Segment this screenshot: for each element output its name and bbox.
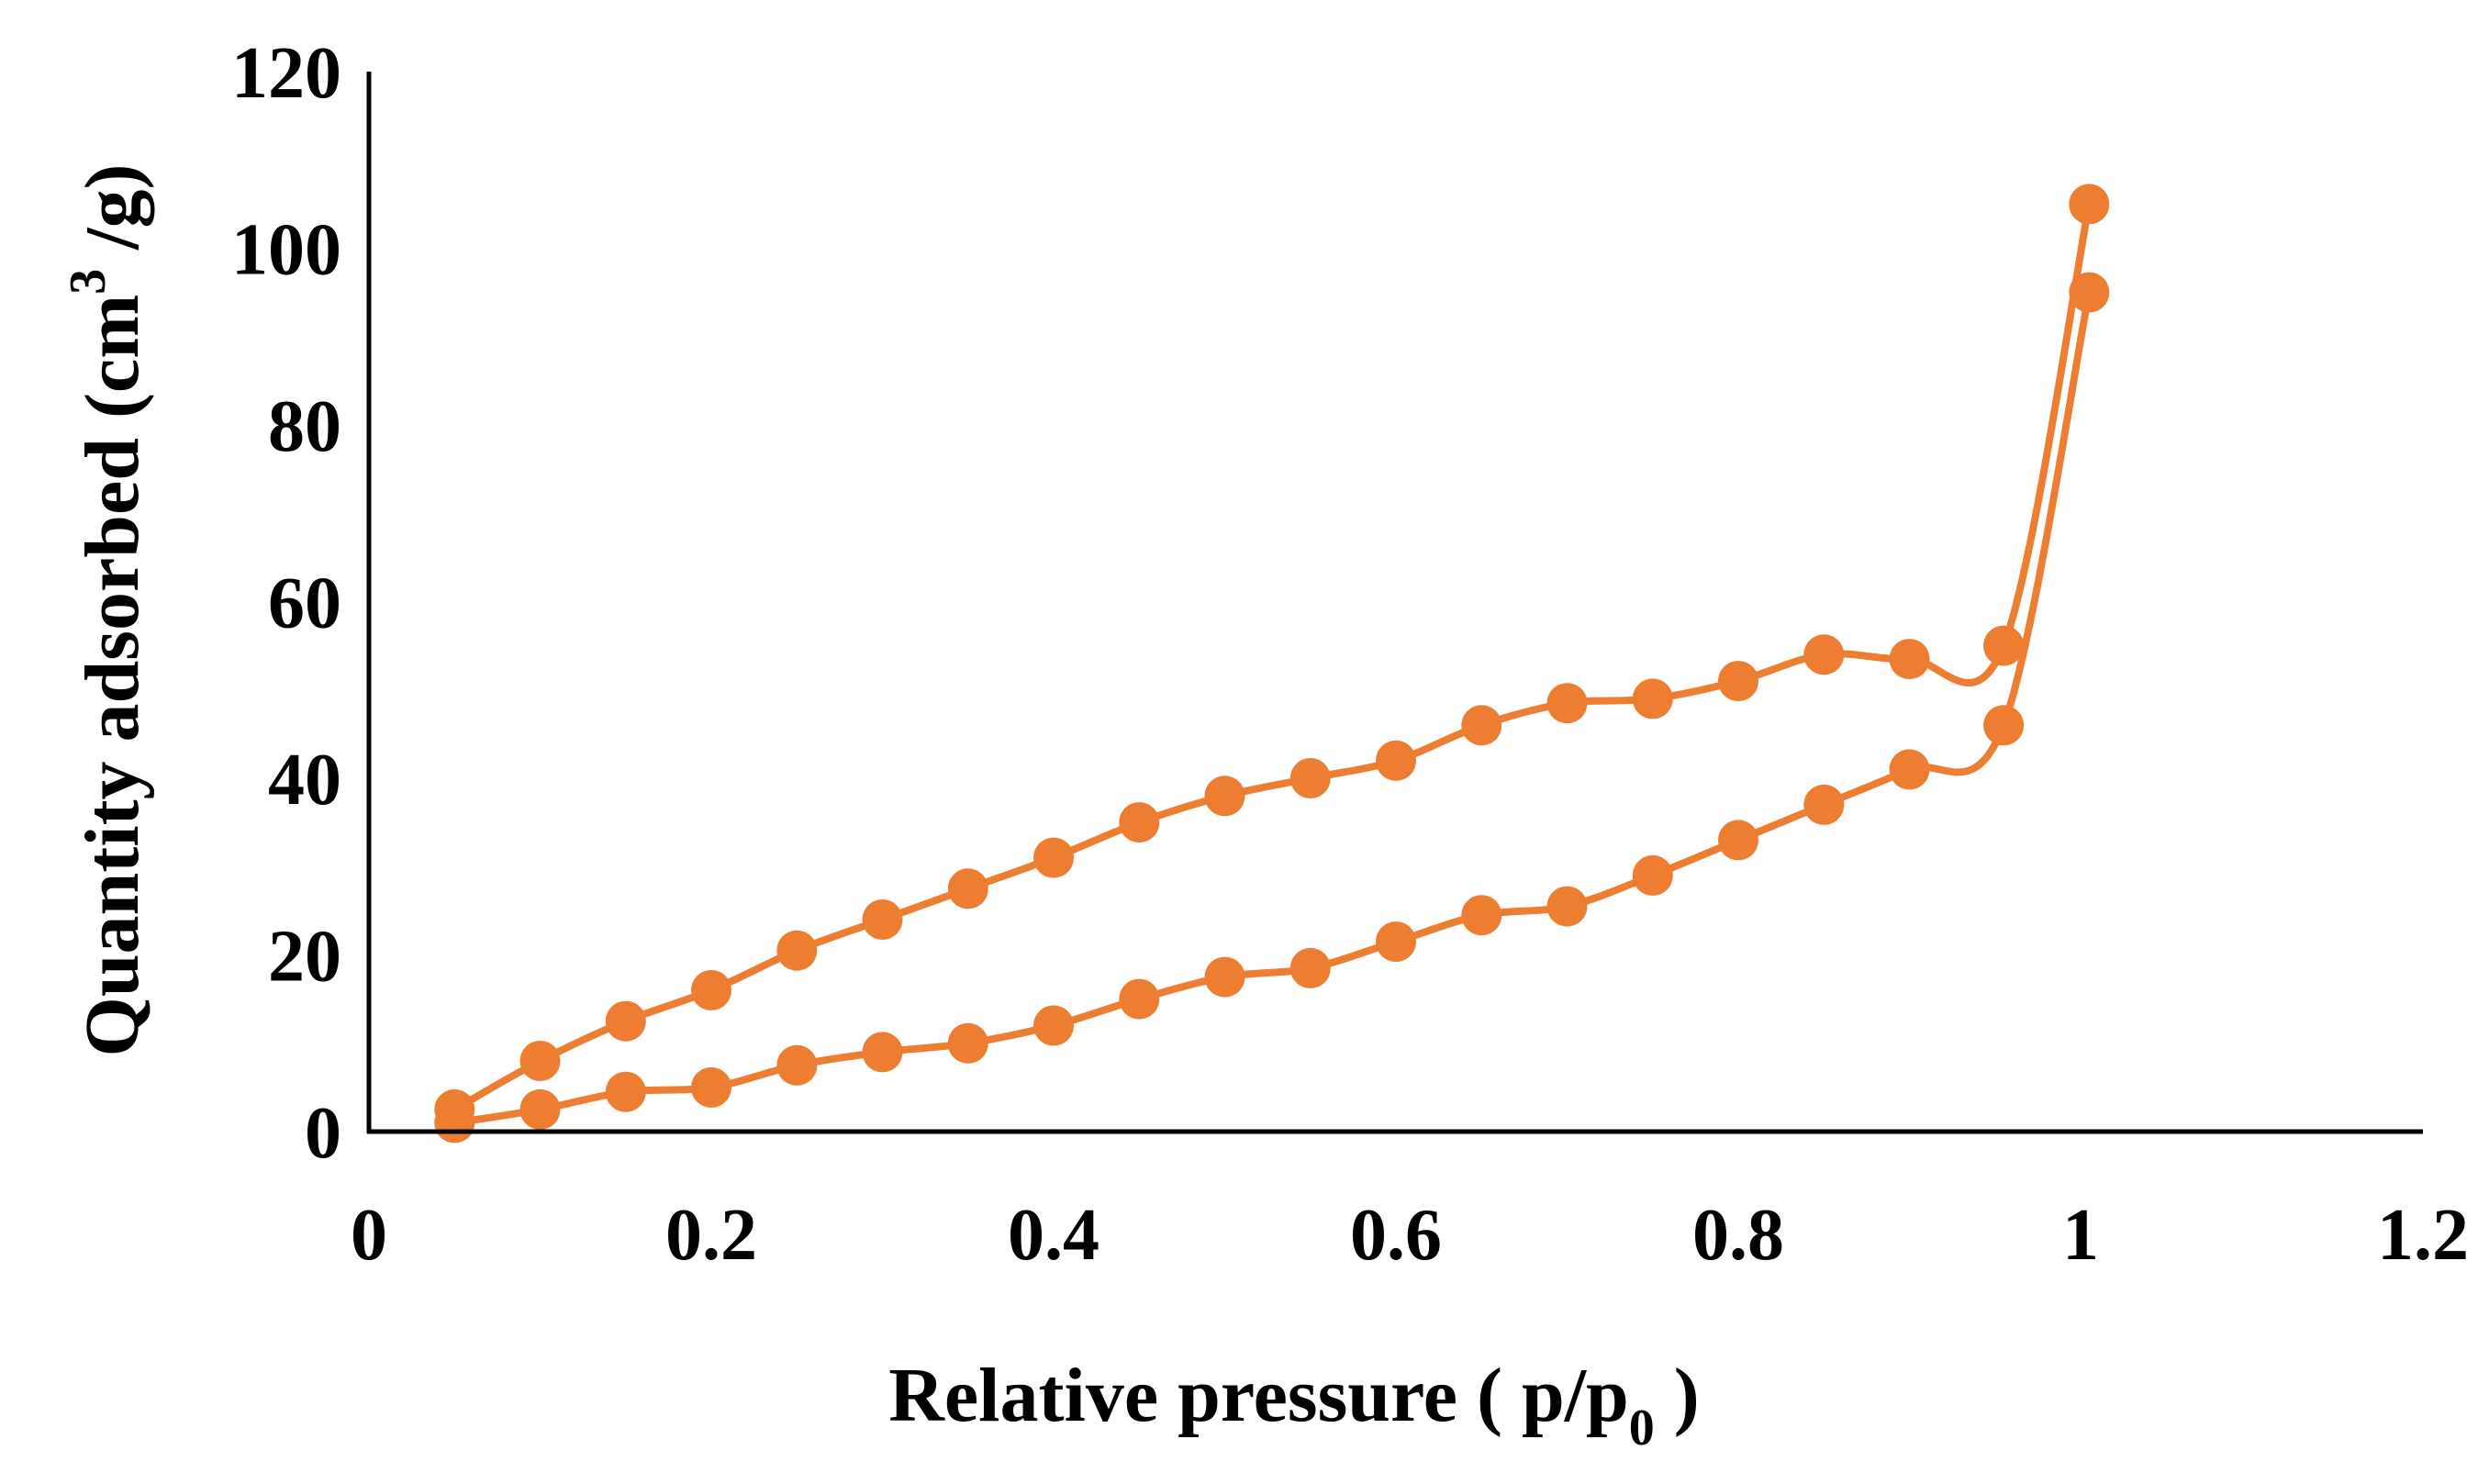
- adsorption-point: [1983, 705, 2025, 746]
- adsorption-point: [1204, 956, 1245, 998]
- x-axis-title-end: ): [1655, 1353, 1700, 1438]
- x-tick-label: 0.8: [1692, 1195, 1784, 1276]
- y-tick-label: 100: [231, 210, 341, 291]
- x-tick-label: 0.2: [665, 1195, 757, 1276]
- x-tick-label: 0.6: [1350, 1195, 1442, 1276]
- desorption-point: [1546, 683, 1588, 724]
- adsorption-point: [1376, 921, 1416, 963]
- desorption-point: [691, 970, 731, 1010]
- x-tick-label: 1.2: [2377, 1195, 2469, 1276]
- adsorption-point: [1546, 886, 1588, 927]
- desorption-point: [519, 1041, 561, 1081]
- x-tick-label: 1: [2062, 1195, 2099, 1276]
- x-axis-title-subscript: 0: [1629, 1400, 1655, 1456]
- desorption-point: [2069, 184, 2110, 225]
- adsorption-point: [691, 1066, 731, 1108]
- y-tick-label: 60: [268, 563, 341, 644]
- y-axis-title: Quantity adsorbed (cm3 /g): [60, 163, 155, 1056]
- adsorption-point: [1803, 784, 1845, 825]
- y-axis-title-superscript: 3: [60, 269, 117, 295]
- series-layer: [434, 184, 2110, 1144]
- adsorption-point: [1119, 978, 1160, 1020]
- y-axis-title-main: Quantity adsorbed (cm: [70, 295, 155, 1057]
- desorption-point: [1204, 775, 1245, 817]
- desorption-point: [1803, 634, 1845, 675]
- desorption-point: [947, 868, 988, 909]
- desorption-point: [862, 899, 903, 940]
- adsorption-point: [1033, 1005, 1074, 1046]
- adsorption-point: [2069, 272, 2110, 313]
- adsorption-point: [605, 1071, 646, 1112]
- x-tick-label: 0: [351, 1195, 387, 1276]
- adsorption-point: [1289, 947, 1331, 988]
- adsorption-point: [1632, 854, 1673, 896]
- desorption-point: [1119, 802, 1160, 843]
- desorption-point: [605, 1000, 646, 1042]
- desorption-point: [1461, 705, 1502, 746]
- desorption-point: [1289, 758, 1331, 798]
- desorption-point: [1376, 740, 1416, 781]
- adsorption-point: [519, 1088, 561, 1130]
- adsorption-point: [776, 1044, 818, 1086]
- desorption-point: [1983, 625, 2025, 666]
- y-tick-label: 120: [231, 33, 341, 114]
- desorption-point: [776, 930, 818, 971]
- y-tick-label: 0: [305, 1093, 341, 1174]
- x-axis-title: Relative pressure ( p/p0 ): [888, 1353, 1700, 1456]
- adsorption-point: [1461, 895, 1502, 936]
- adsorption-point: [1718, 820, 1758, 861]
- y-tick-label: 20: [268, 917, 341, 998]
- adsorption-point: [1889, 749, 1930, 790]
- x-tick-label: 0.4: [1008, 1195, 1099, 1276]
- y-tick-label: 80: [268, 386, 341, 467]
- desorption-point: [1889, 639, 1930, 680]
- desorption-point: [1033, 837, 1074, 878]
- desorption-point: [1632, 678, 1673, 720]
- y-tick-label: 40: [268, 740, 341, 820]
- y-tick-labels: 0 20 40 60 80 100 120: [231, 33, 341, 1174]
- adsorption-point: [862, 1032, 903, 1073]
- x-axis-title-main: Relative pressure ( p/p: [888, 1353, 1629, 1438]
- y-axis-title-end: /g): [70, 163, 155, 268]
- desorption-point: [434, 1088, 475, 1130]
- desorption-point: [1718, 661, 1758, 702]
- x-tick-labels: 0 0.2 0.4 0.6 0.8 1 1.2: [351, 1195, 2469, 1276]
- adsorption-point: [947, 1022, 988, 1064]
